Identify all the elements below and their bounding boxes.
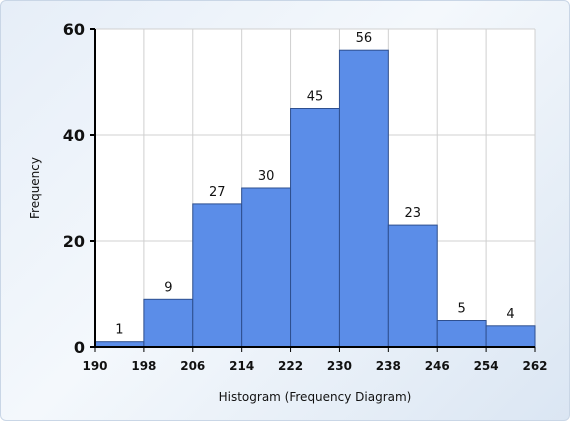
x-tick-label-9: 262 <box>522 359 547 373</box>
x-tick-label-2: 206 <box>180 359 205 373</box>
data-label-8: 4 <box>506 307 514 322</box>
bar-4 <box>291 109 340 348</box>
data-label-0: 1 <box>115 323 123 338</box>
bar-8 <box>486 326 535 347</box>
x-tick-label-8: 254 <box>474 359 499 373</box>
data-label-2: 27 <box>209 185 226 200</box>
data-label-7: 5 <box>458 302 466 317</box>
bar-5 <box>339 50 388 347</box>
bar-3 <box>242 188 291 347</box>
data-label-1: 9 <box>164 280 172 295</box>
bar-7 <box>437 321 486 348</box>
x-tick-label-4: 222 <box>278 359 303 373</box>
x-tick-label-5: 230 <box>327 359 352 373</box>
bar-1 <box>144 299 193 347</box>
x-tick-label-1: 198 <box>131 359 156 373</box>
y-tick-label-0: 0 <box>74 338 85 357</box>
y-axis-title: Frequency <box>28 157 42 219</box>
y-tick-label-3: 60 <box>63 20 85 39</box>
x-tick-label-3: 214 <box>229 359 254 373</box>
x-tick-label-6: 238 <box>376 359 401 373</box>
data-label-4: 45 <box>307 90 324 105</box>
x-tick-label-0: 190 <box>82 359 107 373</box>
x-tick-labels: 190 198 206 214 222 230 238 246 254 262 <box>82 359 547 373</box>
data-label-5: 56 <box>356 31 373 46</box>
bar-6 <box>388 225 437 347</box>
bar-2 <box>193 204 242 347</box>
data-label-3: 30 <box>258 169 275 184</box>
x-axis-title: Histogram (Frequency Diagram) <box>219 390 412 404</box>
x-tick-label-7: 246 <box>425 359 450 373</box>
data-label-6: 23 <box>405 206 422 221</box>
y-tick-label-1: 20 <box>63 232 85 251</box>
y-tick-labels: 0 20 40 60 <box>63 20 85 357</box>
y-tick-label-2: 40 <box>63 126 85 145</box>
